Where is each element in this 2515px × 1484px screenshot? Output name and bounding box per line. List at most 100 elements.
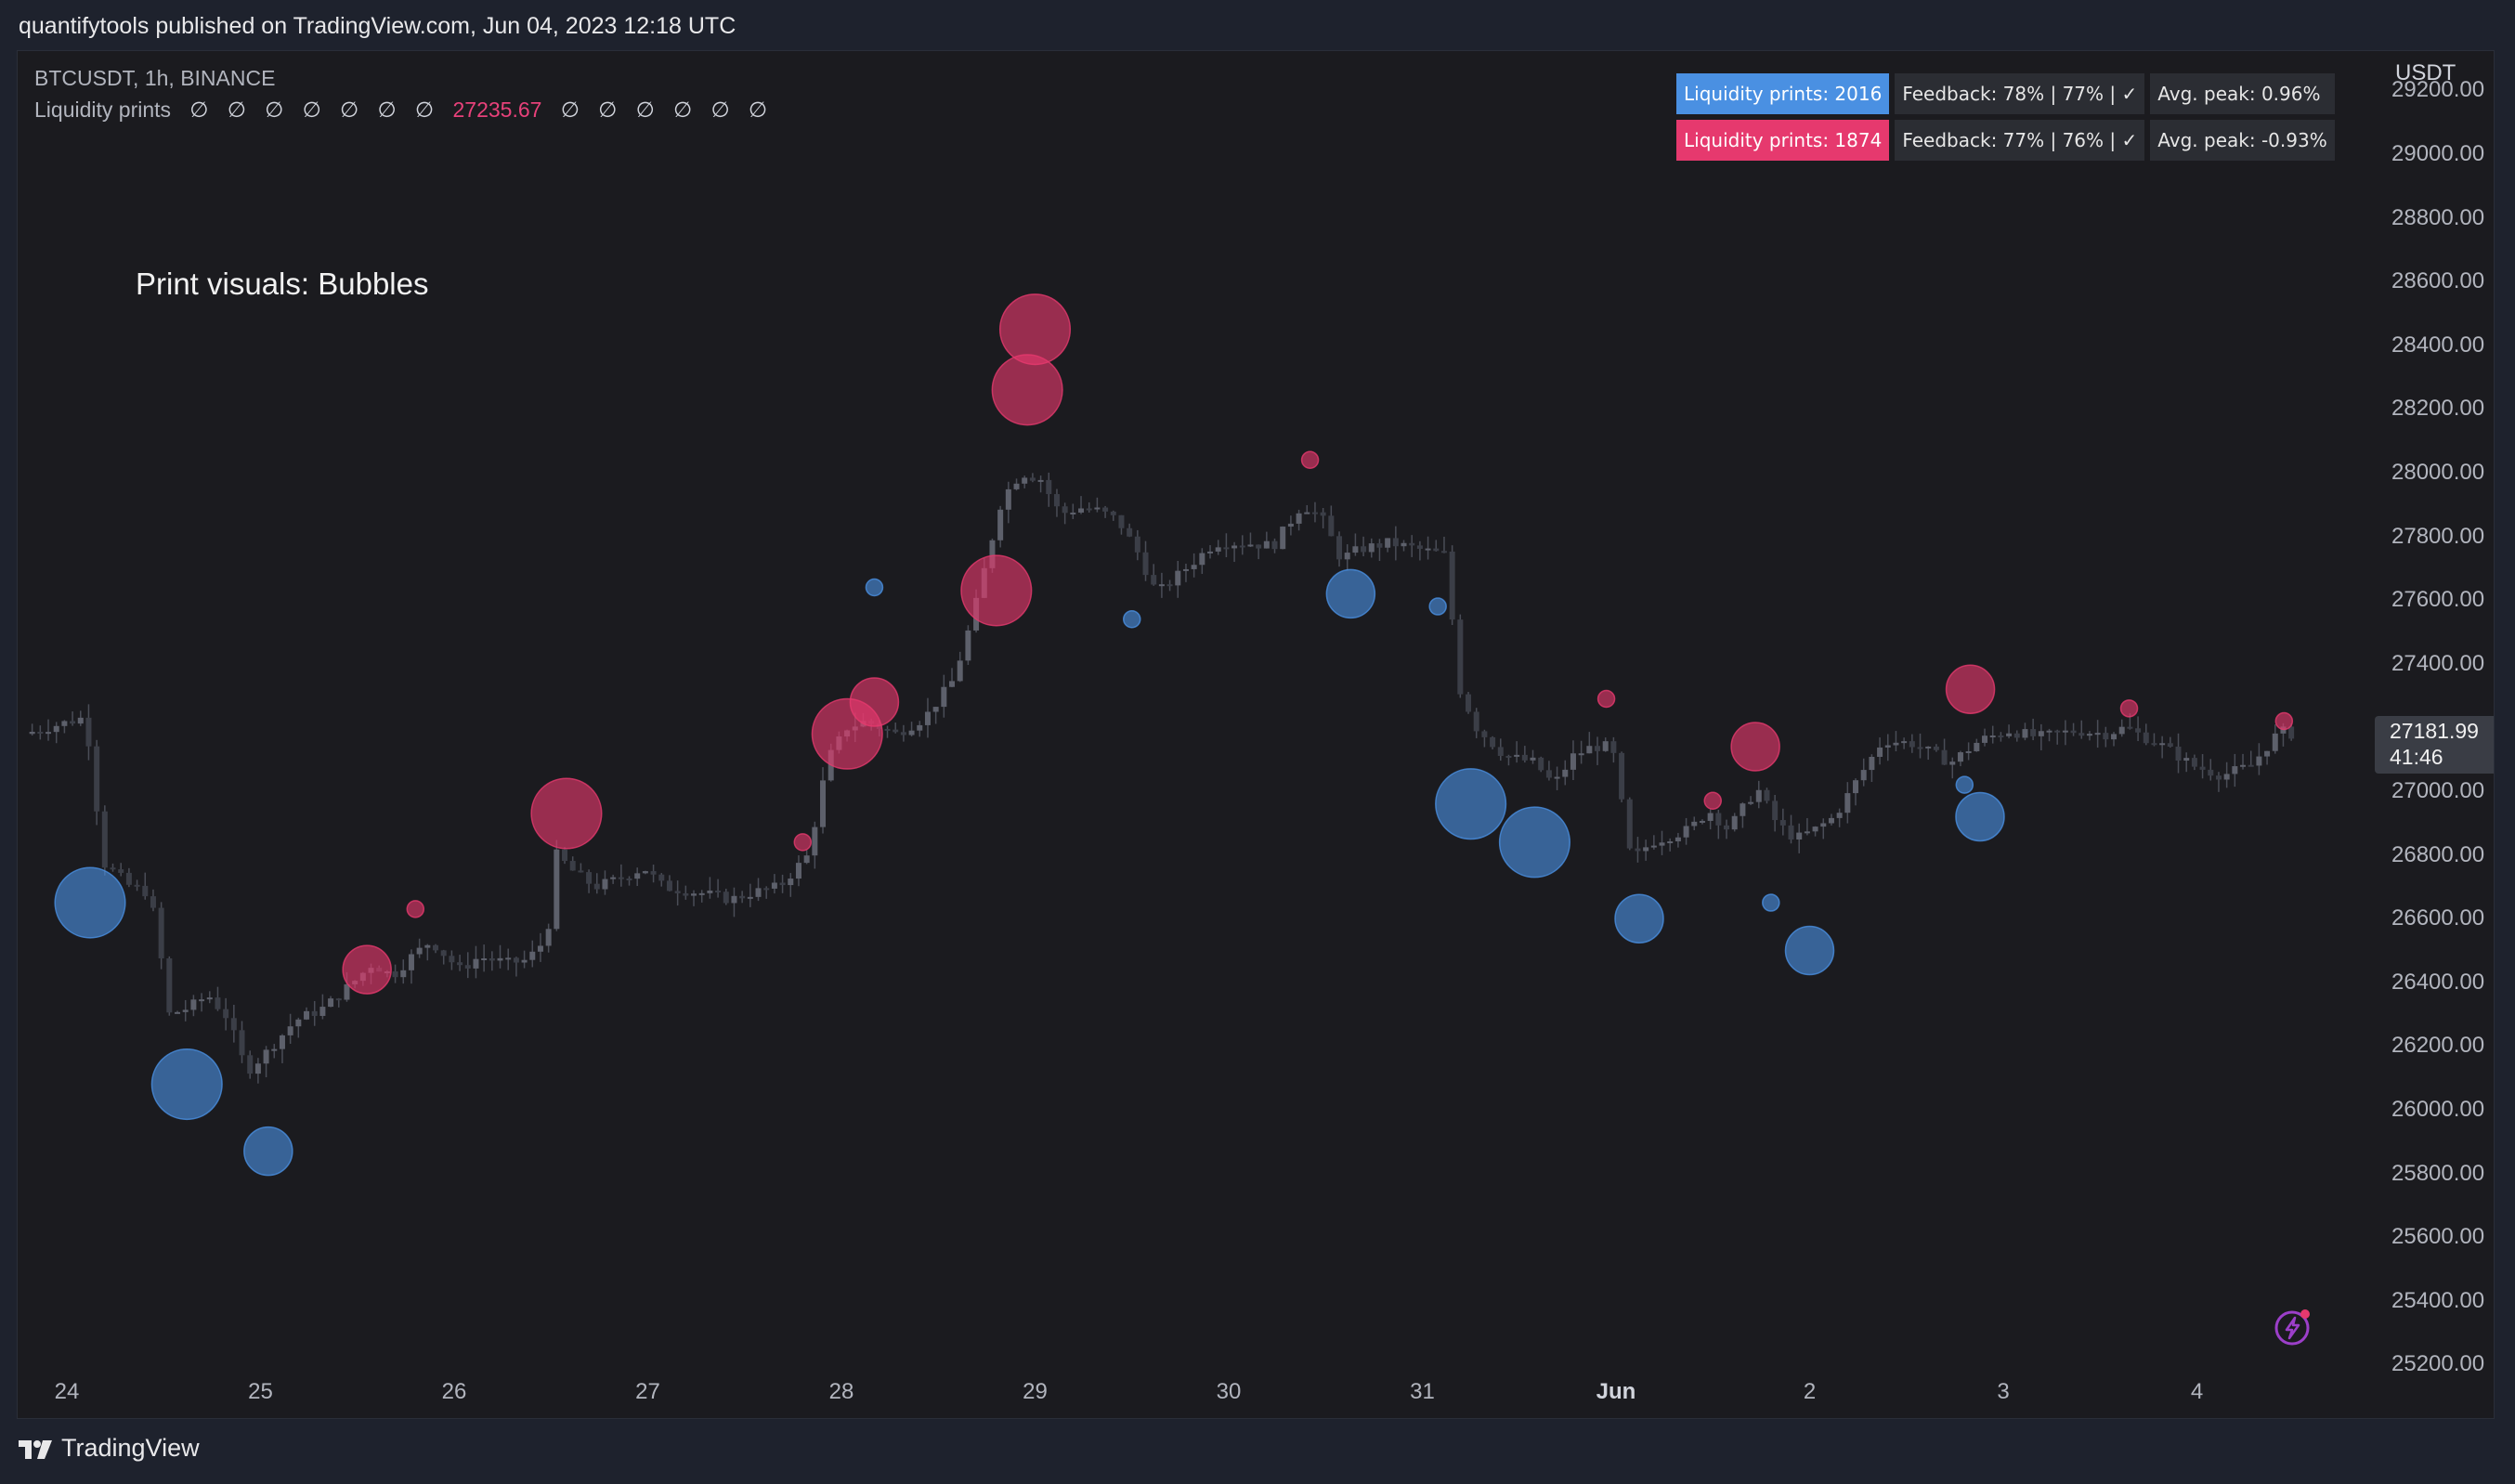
candle-body [1118, 514, 1125, 528]
candle-body [1037, 479, 1044, 482]
candle-body [586, 872, 593, 884]
candle-body [1812, 827, 1818, 832]
candle-body [1731, 815, 1738, 830]
time-tick: 31 [1410, 1379, 1435, 1404]
time-tick: Jun [1596, 1379, 1636, 1404]
time-tick: 26 [441, 1379, 467, 1404]
candle-body [1779, 820, 1786, 826]
candle-body [618, 877, 624, 879]
candle-body [1473, 711, 1479, 732]
candle-body [1078, 508, 1085, 513]
candle-body [1401, 542, 1407, 547]
chart-frame[interactable]: BTCUSDT, 1h, BINANCE Liquidity prints ∅ … [17, 50, 2495, 1419]
candle-body [803, 855, 810, 864]
candle-body [529, 951, 536, 960]
candle-body [1877, 747, 1883, 757]
candle-body [457, 962, 463, 966]
candle-body [1674, 837, 1681, 841]
candle-body [46, 732, 52, 735]
bear-print-bubble [793, 833, 813, 852]
candle-body [932, 707, 939, 712]
bull-print-bubble [1955, 791, 2005, 842]
candle-body [1182, 568, 1189, 571]
candle-body [1933, 746, 1939, 750]
candle-body [2022, 729, 2028, 738]
candle-body [1280, 527, 1286, 550]
candle-body [61, 721, 68, 726]
candle-body [593, 883, 600, 890]
chart-plot[interactable] [18, 51, 2495, 1419]
candle-body [2030, 729, 2037, 736]
candle-body [1053, 494, 1060, 507]
bear-print-bubble [2274, 711, 2294, 731]
candle-body [1287, 523, 1294, 527]
candle-body [1239, 545, 1245, 548]
stats-row-bear: Liquidity prints: 1874 Feedback: 77% | 7… [1676, 120, 2335, 161]
price-tick: 25400.00 [2391, 1287, 2485, 1313]
price-tick: 28600.00 [2391, 268, 2485, 294]
candle-body [634, 873, 641, 879]
candle-body [1223, 547, 1230, 550]
candle-body [1449, 551, 1455, 620]
candle-body [1643, 847, 1649, 852]
candle-body [1650, 845, 1657, 848]
candle-body [941, 686, 947, 708]
bar-countdown: 41:46 [2390, 745, 2443, 769]
candle-body [1764, 789, 1770, 801]
candle-body [505, 957, 512, 960]
candle-body [1199, 553, 1205, 566]
candle-body [2111, 734, 2118, 740]
candle-body [1086, 508, 1092, 511]
time-tick: 3 [1997, 1379, 2010, 1404]
candle-body [2078, 733, 2085, 736]
candle-body [2070, 730, 2077, 734]
candle-body [440, 950, 447, 957]
candle-body [2159, 743, 2166, 746]
brand[interactable]: TradingView [19, 1434, 200, 1463]
na-value: ∅ [227, 98, 246, 122]
candle-body [1989, 735, 1996, 738]
candle-body [1466, 694, 1472, 712]
bear-prints-cell: Liquidity prints: 1874 [1676, 120, 1890, 161]
currency-label[interactable]: USDT [2395, 60, 2456, 85]
candle-body [965, 630, 971, 661]
candle-body [1134, 536, 1140, 553]
bear-print-bubble [998, 293, 1072, 366]
tradingview-logo-icon [19, 1439, 52, 1459]
candle-body [1755, 789, 1762, 802]
price-tick: 29200.00 [2391, 77, 2485, 103]
candle-body [1683, 826, 1689, 838]
symbol-legend[interactable]: BTCUSDT, 1h, BINANCE [34, 66, 276, 90]
candle-body [2288, 726, 2295, 739]
candle-body [2175, 747, 2182, 762]
candle-body [319, 1007, 326, 1016]
time-tick: 25 [248, 1379, 273, 1404]
candle-body [731, 895, 737, 904]
candle-body [37, 731, 44, 734]
na-value: ∅ [302, 98, 321, 122]
candle-body [199, 999, 205, 1002]
last-price-badge: 27181.99 41:46 [2375, 716, 2494, 774]
candle-body [707, 891, 713, 893]
candle-body [215, 997, 221, 1009]
indicator-legend[interactable]: Liquidity prints ∅ ∅ ∅ ∅ ∅ ∅ ∅ 27235.67 … [34, 98, 767, 123]
lightning-icon[interactable] [2273, 1307, 2313, 1347]
candle-body [908, 730, 915, 735]
candle-body [2013, 733, 2020, 738]
bull-print-bubble [865, 578, 884, 597]
candle-body [497, 957, 503, 961]
candle-body [2046, 730, 2052, 733]
candle-body [1901, 741, 1908, 744]
candle-body [893, 729, 899, 733]
price-tick: 26400.00 [2391, 969, 2485, 995]
candle-body [1062, 506, 1068, 514]
indicator-name: Liquidity prints [34, 98, 172, 122]
candle-body [77, 717, 84, 724]
candle-body [779, 882, 786, 886]
candle-body [1296, 513, 1302, 524]
candle-body [2215, 775, 2222, 780]
candle-body [1804, 831, 1810, 834]
candle-body [1667, 840, 1674, 843]
candle-body [1425, 548, 1431, 551]
candle-body [1440, 551, 1447, 553]
